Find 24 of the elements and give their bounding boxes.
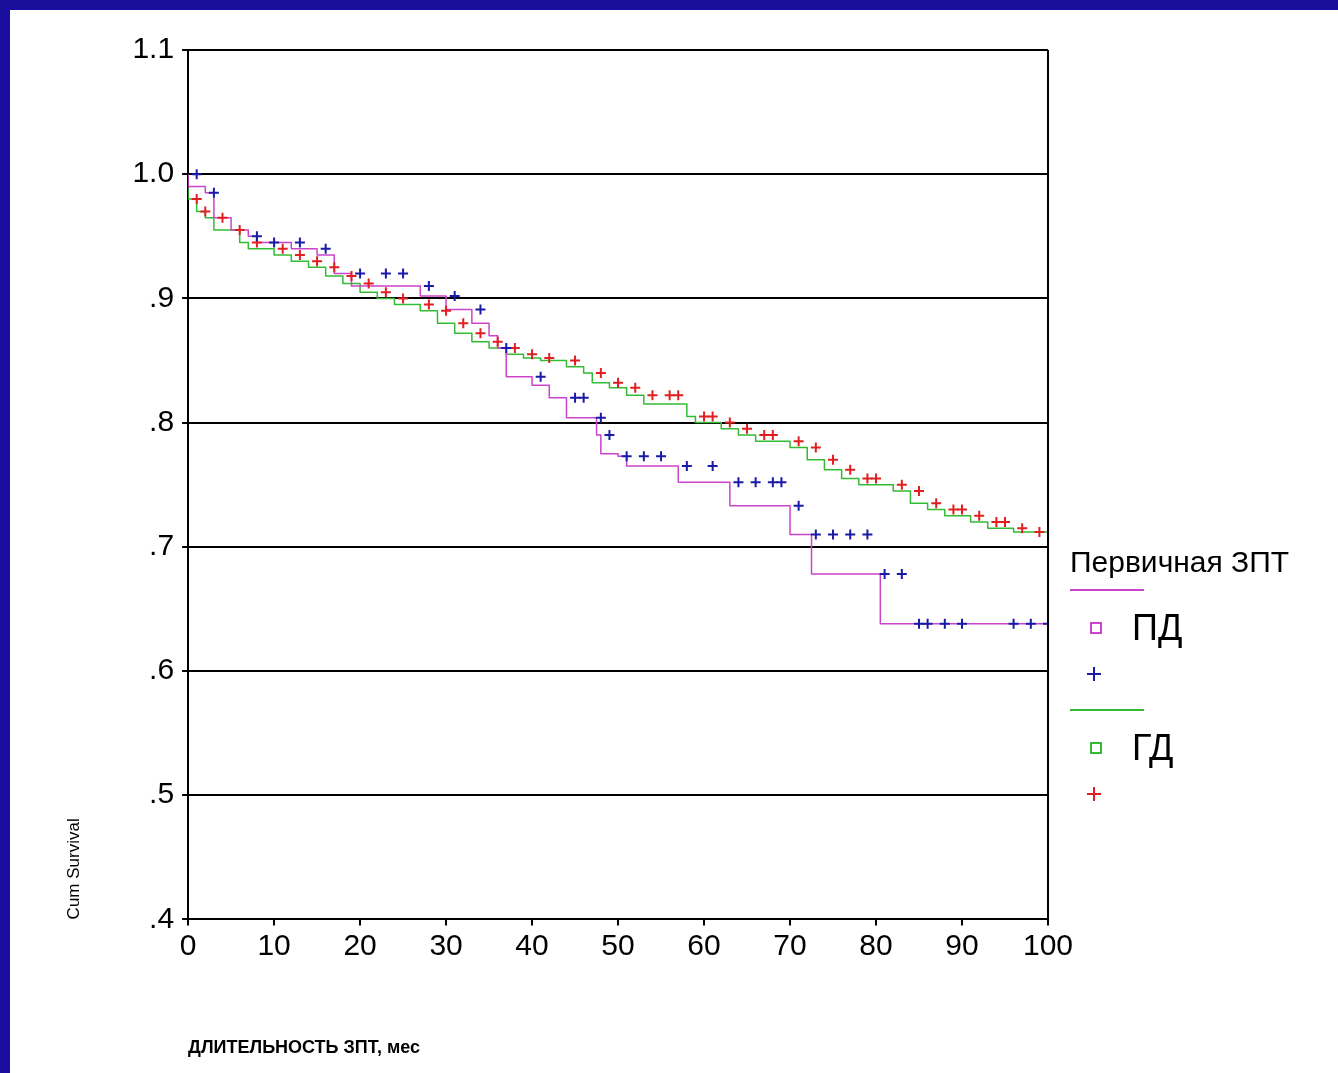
x-tick-label: 90 xyxy=(945,927,979,961)
x-tick-label: 60 xyxy=(687,927,721,961)
x-axis-title: ДЛИТЕЛЬНОСТЬ ЗПТ, мес xyxy=(188,1037,421,1058)
y-tick-label: .6 xyxy=(149,652,175,686)
y-tick-label: .4 xyxy=(149,900,175,934)
legend-label: ГД xyxy=(1132,727,1174,769)
y-tick-label: .7 xyxy=(149,528,175,562)
x-tick-label: 50 xyxy=(601,927,635,961)
y-axis-title: Cum Survival xyxy=(63,818,83,920)
x-tick-label: 0 xyxy=(179,927,197,961)
y-tick-label: .9 xyxy=(149,279,175,313)
x-tick-label: 10 xyxy=(257,927,291,961)
x-tick-label: 80 xyxy=(859,927,893,961)
x-tick-label: 70 xyxy=(773,927,807,961)
x-tick-label: 100 xyxy=(1022,927,1074,961)
y-tick-label: 1.1 xyxy=(132,31,175,65)
x-tick-label: 30 xyxy=(429,927,463,961)
x-tick-label: 20 xyxy=(343,927,377,961)
legend-title: Первичная ЗПТ xyxy=(1070,545,1290,579)
y-tick-label: .5 xyxy=(149,776,175,810)
x-tick-label: 40 xyxy=(515,927,549,961)
legend-label: ПД xyxy=(1132,607,1183,649)
y-tick-label: 1.0 xyxy=(132,155,175,189)
y-tick-label: .8 xyxy=(149,403,175,437)
